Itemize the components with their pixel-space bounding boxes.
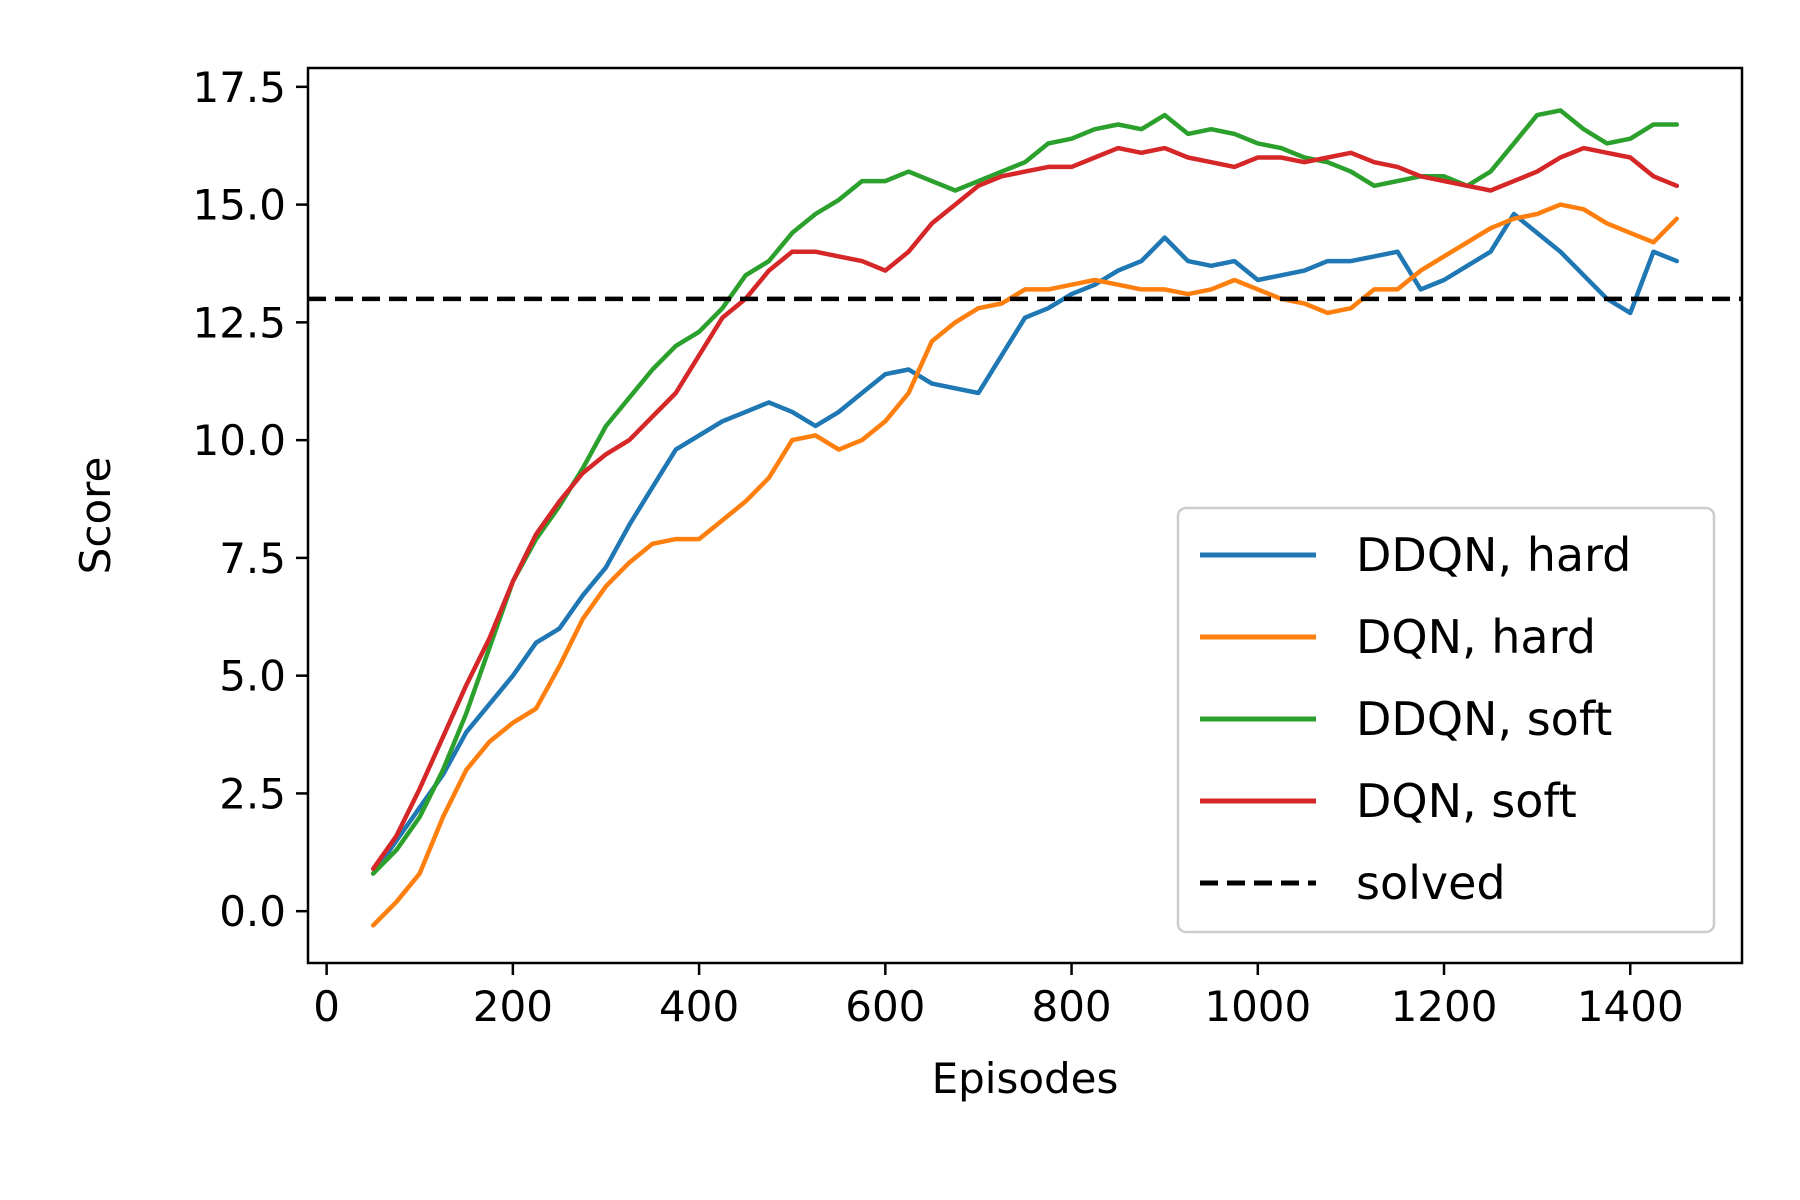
y-tick-label: 0.0 xyxy=(219,887,286,936)
y-tick-label: 2.5 xyxy=(219,769,286,818)
legend-box xyxy=(1176,506,1716,934)
x-tick-label: 200 xyxy=(473,982,553,1031)
legend: DDQN, hard DQN, hard DDQN, soft DQN, soft so… xyxy=(1176,506,1716,934)
y-tick-label: 12.5 xyxy=(192,298,286,347)
series-layer xyxy=(370,108,1680,928)
y-tick-label: 7.5 xyxy=(219,534,286,583)
y-axis: 0.0 2.5 5.0 7.5 10.0 12.5 15.0 17.5 xyxy=(192,63,308,936)
y-tick-label: 10.0 xyxy=(192,416,286,465)
x-tick-label: 1000 xyxy=(1204,982,1311,1031)
y-tick-label: 15.0 xyxy=(192,181,286,230)
series-line-1 xyxy=(370,202,1680,928)
x-axis-label: Episodes xyxy=(932,1054,1119,1103)
y-tick-label: 17.5 xyxy=(192,63,286,112)
x-tick-label: 1400 xyxy=(1577,982,1684,1031)
x-axis: 0 200 400 600 800 1000 1200 1400 xyxy=(313,963,1684,1031)
legend-label: DDQN, soft xyxy=(1356,692,1612,746)
y-axis-label: Score xyxy=(71,457,120,575)
legend-label: DQN, hard xyxy=(1356,610,1596,664)
x-tick-label: 800 xyxy=(1031,982,1111,1031)
x-tick-label: 600 xyxy=(845,982,925,1031)
series-line-0 xyxy=(370,211,1680,876)
legend-label: DQN, soft xyxy=(1356,774,1577,828)
legend-label: solved xyxy=(1356,856,1506,910)
x-tick-label: 1200 xyxy=(1391,982,1498,1031)
legend-label: DDQN, hard xyxy=(1356,528,1631,582)
x-tick-label: 0 xyxy=(313,982,340,1031)
y-tick-label: 5.0 xyxy=(219,652,286,701)
series-line-3 xyxy=(370,145,1680,872)
plot-area-frame xyxy=(306,66,1744,965)
x-tick-label: 400 xyxy=(659,982,739,1031)
